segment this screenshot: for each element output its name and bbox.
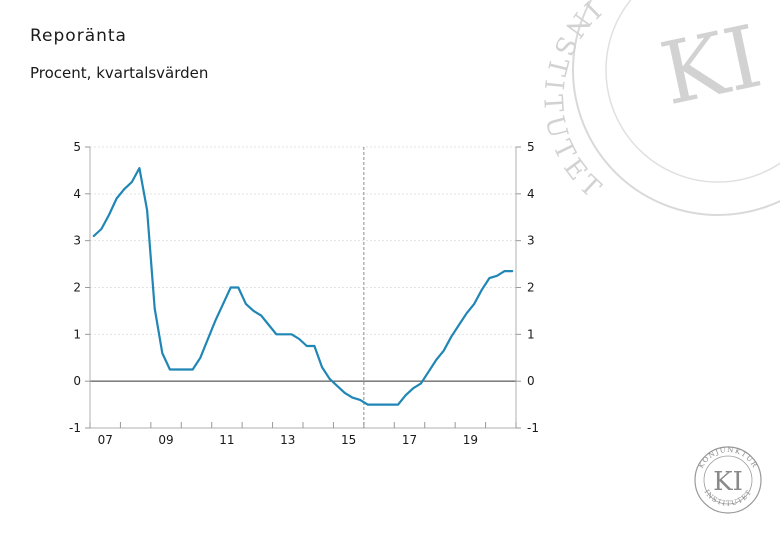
watermark-ring-text: INSTITUTET [537, 0, 610, 208]
watermark-letters: KI [653, 7, 770, 125]
y-tick-label-right: 2 [527, 281, 535, 295]
x-tick-label: 07 [98, 433, 113, 447]
x-tick-label: 15 [341, 433, 356, 447]
x-tick-label: 09 [158, 433, 173, 447]
ki-badge-logo: KONJUNKTUR INSTITUTET KI [694, 446, 762, 514]
chart-subtitle: Procent, kvartalsvärden [30, 64, 209, 82]
y-tick-label-right: 1 [527, 327, 535, 341]
x-tick-label: 19 [463, 433, 478, 447]
y-tick-label-left: 0 [73, 374, 81, 388]
x-tick-label: 13 [280, 433, 295, 447]
badge-outer-ring [694, 446, 762, 514]
plot-area: -1 0 1 2 3 4 5 -1 0 1 2 3 4 5 07 09 11 13 15 17 19 [69, 140, 539, 447]
y-tick-label-left: 2 [73, 281, 81, 295]
x-tick-label: 11 [219, 433, 234, 447]
y-tick-label-left: 1 [73, 327, 81, 341]
y-tick-label-right: 4 [527, 187, 535, 201]
y-tick-label-right: 3 [527, 234, 535, 248]
y-tick-label-left: 5 [73, 140, 81, 154]
watermark-outer-ring [572, 0, 780, 216]
y-tick-label-left: 3 [73, 234, 81, 248]
y-tick-label-right: 5 [527, 140, 535, 154]
ki-watermark-seal: KI INSTITUTET [537, 0, 780, 216]
series-line-reporanta [92, 167, 514, 406]
x-tick-label: 17 [402, 433, 417, 447]
chart-title: Reporänta [30, 26, 127, 46]
y-tick-label-left: -1 [69, 421, 81, 435]
watermark-inner-ring [605, 0, 780, 183]
y-tick-label-left: 4 [73, 187, 81, 201]
y-tick-label-right: 0 [527, 374, 535, 388]
badge-letters: KI [713, 467, 743, 497]
badge-inner-ring [703, 455, 753, 505]
y-tick-label-right: -1 [527, 421, 539, 435]
